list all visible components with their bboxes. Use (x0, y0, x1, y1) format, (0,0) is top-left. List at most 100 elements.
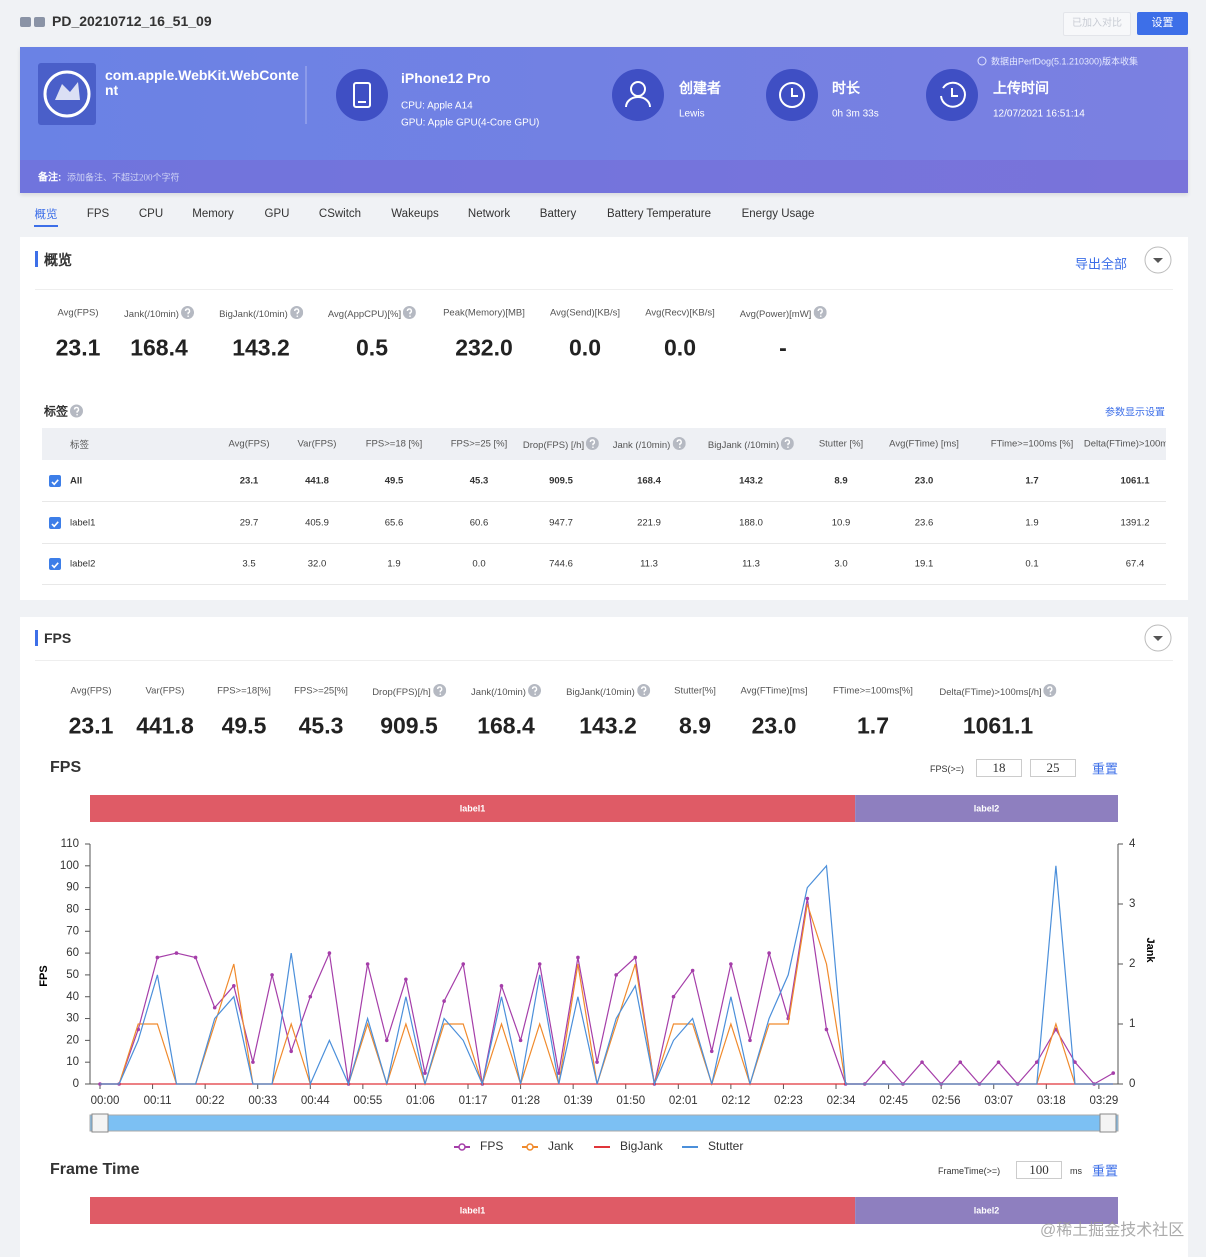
frame-threshold-input[interactable]: 100 (1016, 1161, 1062, 1179)
app-name: com.apple.WebKit.WebContent (105, 67, 299, 98)
help-icon[interactable] (1043, 684, 1057, 697)
help-icon[interactable] (813, 306, 827, 319)
threshold-input[interactable]: 25 (1030, 759, 1076, 777)
table-cell: 0.0 (472, 558, 486, 570)
row-checkbox[interactable] (49, 516, 61, 529)
fps-point (537, 962, 542, 966)
metric-label: FPS>=18[%] (217, 686, 271, 697)
label-segment-name: label1 (460, 803, 486, 813)
series-line (100, 898, 1114, 1085)
settings-button[interactable]: 设置 (1137, 12, 1188, 35)
column-settings[interactable]: 参数显示设置 (1105, 407, 1165, 419)
table-header-cell: Drop(FPS) [/h] (522, 437, 600, 451)
table-cell: 11.3 (640, 558, 658, 570)
collapse-toggle[interactable] (1144, 624, 1174, 654)
label-segment-name: label1 (460, 1205, 486, 1215)
fps-point (423, 1071, 427, 1075)
y-tick-label: 110 (61, 838, 79, 850)
reset-button[interactable]: 重置 (1092, 761, 1119, 777)
table-cell: 23.6 (914, 517, 934, 528)
help-icon[interactable] (432, 684, 446, 697)
metric-value: 232.0 (455, 334, 513, 361)
table-cell: 3.0 (834, 558, 848, 570)
fps-point (384, 1038, 389, 1043)
frame-time-title: Frame Time (50, 1161, 140, 1178)
metric-value: 168.4 (477, 712, 535, 739)
table-cell: 188.0 (739, 517, 763, 528)
tab[interactable]: Network (467, 208, 511, 220)
table-cell: 1061.1 (1120, 475, 1150, 487)
header-text: Avg(FTime) [ms] (889, 438, 959, 450)
tab[interactable]: Memory (192, 208, 234, 220)
help-icon[interactable] (781, 437, 795, 450)
tab[interactable]: 概览 (34, 209, 58, 221)
help-icon[interactable] (403, 306, 417, 319)
metric-label-text: Avg(Recv)[KB/s] (645, 307, 715, 319)
y2-tick-label: 4 (1129, 838, 1136, 850)
tab[interactable]: CPU (138, 208, 164, 220)
metric-label: BigJank(/10min) (219, 306, 303, 320)
x-tick-label: 00:22 (196, 1095, 225, 1107)
table-header-cell: 标签 (70, 437, 89, 451)
tab-underline (34, 225, 58, 227)
remark-input[interactable]: 添加备注、不超过200个字符 (67, 172, 180, 183)
creator: Lewis (679, 108, 705, 120)
label-segment-name: label2 (974, 1205, 1000, 1215)
fps-point (518, 1038, 523, 1043)
tab[interactable]: FPS (86, 208, 110, 220)
help-icon[interactable] (289, 306, 303, 319)
tags-title: 标签 (44, 403, 84, 420)
divider (35, 289, 1173, 290)
device-name: iPhone12 Pro (401, 70, 491, 86)
x-tick-label: 02:45 (879, 1095, 908, 1107)
metric-label: Avg(Power)[mW] (740, 306, 827, 320)
label-segment-name: label2 (974, 803, 1000, 813)
table-header-cell: FPS>=18 [%] (366, 439, 423, 450)
table-cell: 29.7 (239, 517, 259, 528)
help-icon[interactable] (586, 437, 600, 450)
y-tick-label: 10 (66, 1056, 79, 1068)
metric-label-text: Var(FPS) (145, 685, 185, 697)
help-icon[interactable] (180, 306, 194, 319)
row-checkbox[interactable] (49, 475, 61, 487)
table-header-cell: Var(FPS) (298, 439, 337, 450)
table-cell: 909.5 (549, 475, 573, 487)
metric-label-text: FTime>=100ms[%] (833, 685, 913, 697)
fps-point (251, 1060, 255, 1064)
tab[interactable]: Battery Temperature (607, 208, 711, 220)
tab[interactable]: Energy Usage (741, 208, 815, 220)
zoom-slider (89, 1114, 1119, 1132)
help-icon[interactable] (636, 684, 650, 697)
table-cell: label1 (70, 517, 96, 528)
table-header-cell: FTime>=100ms [%] (991, 439, 1074, 450)
fps-point (365, 962, 370, 966)
compare-button[interactable]: 已加入对比 (1063, 12, 1131, 36)
table-cell: 405.9 (305, 517, 329, 528)
tab[interactable]: Battery (539, 208, 577, 220)
reset-button[interactable]: 重置 (1092, 1163, 1119, 1179)
fps-point (690, 968, 695, 973)
tab[interactable]: CSwitch (318, 208, 362, 220)
tab[interactable]: Wakeups (391, 208, 439, 220)
y-tick-label: 20 (66, 1034, 79, 1046)
export-all[interactable]: 导出全部 (1075, 256, 1128, 272)
help-icon[interactable] (527, 684, 541, 697)
tab[interactable]: GPU (264, 208, 290, 220)
x-tick-label: 03:07 (984, 1095, 1013, 1107)
fps-point (996, 1060, 1001, 1064)
fps-point (614, 973, 618, 977)
legend-dot (526, 1143, 534, 1151)
collapse-toggle[interactable] (1144, 246, 1174, 276)
fps-point (805, 896, 810, 901)
fps-point (1111, 1071, 1116, 1075)
x-tick-label: 01:50 (616, 1095, 645, 1107)
header-text: FPS>=18 [%] (365, 438, 423, 450)
help-icon[interactable] (70, 404, 84, 418)
fps-point (748, 1038, 752, 1043)
row-checkbox[interactable] (49, 558, 61, 570)
threshold-input[interactable]: 18 (976, 759, 1022, 777)
tags-table: 标签 Avg(FPS) Var(FPS) FPS>=18 [%] FPS>=25 [%]… (42, 428, 1166, 586)
help-icon[interactable] (672, 437, 686, 450)
header-text: Drop(FPS) [/h] (522, 440, 585, 451)
